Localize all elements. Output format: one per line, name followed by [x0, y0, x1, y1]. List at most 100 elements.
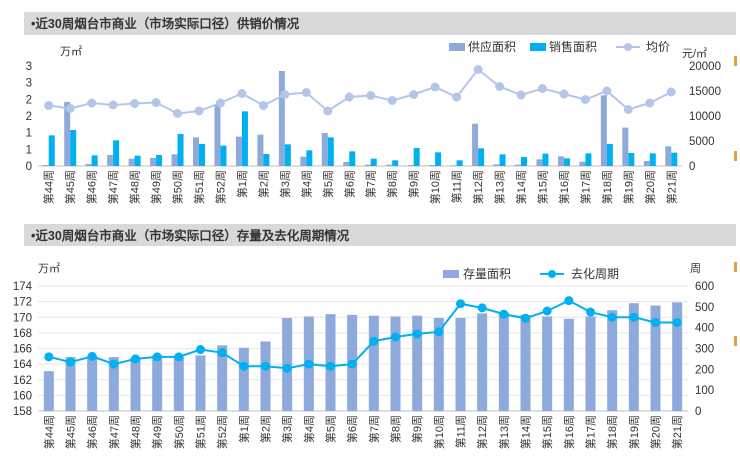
- x-tick-label: 第5周: [321, 170, 335, 198]
- bar-1-0: [493, 164, 500, 166]
- x-tick-label: 第21周: [664, 170, 678, 204]
- series-line-2: [48, 299, 678, 370]
- y-left-tick-label: 160: [13, 390, 32, 402]
- bar-1-0: [85, 164, 92, 166]
- bar-2-0: [238, 347, 249, 411]
- series-point-1: [409, 90, 419, 99]
- x-tick-label: 第48周: [128, 170, 142, 204]
- series-point-1: [602, 86, 612, 96]
- series-point-2: [369, 336, 379, 346]
- series-point-2: [87, 351, 97, 361]
- chart2-plot: 158 160 162 164 166 168 170 172 174 0 100 200 300 400…: [13, 281, 714, 449]
- x-tick-label: 第51周: [192, 170, 206, 204]
- chart1-right-unit: 元/㎡: [682, 47, 707, 60]
- series-point-2: [391, 332, 400, 342]
- x-tick-label: 第14周: [514, 170, 528, 204]
- bar-2-0: [520, 314, 531, 411]
- chart2-left-unit: 万㎡: [38, 262, 60, 275]
- bar-2-0: [585, 316, 596, 411]
- series-point-2: [152, 352, 162, 362]
- series-point-1: [666, 87, 676, 97]
- bar-2-0: [173, 357, 184, 411]
- bar-2-0: [65, 357, 76, 411]
- x-tick-label: 第8周: [385, 170, 399, 198]
- y-left-tick-label: 164: [13, 359, 33, 371]
- bar-1-1: [91, 155, 98, 166]
- x-tick-label: 第8周: [389, 415, 403, 443]
- bar-1-1: [199, 144, 205, 166]
- bar-1-1: [70, 130, 77, 166]
- legend-label-cycle: 去化周期: [571, 267, 619, 281]
- bar-2-0: [260, 341, 271, 411]
- legend-label-price: 均价: [646, 40, 670, 54]
- x-tick-label: 第21周: [670, 415, 684, 449]
- bar-1-0: [364, 164, 371, 166]
- bar-1-0: [257, 134, 264, 166]
- y-left-tick-label: 166: [13, 344, 32, 356]
- x-tick-label: 第1周: [237, 415, 251, 443]
- edge-marker: [734, 56, 737, 66]
- x-tick-label: 第13周: [497, 415, 511, 449]
- series-point-2: [564, 296, 574, 306]
- series-line-1: [48, 68, 672, 115]
- series-point-1: [237, 89, 247, 98]
- x-tick-label: 第45周: [64, 415, 78, 449]
- bar-1-0: [321, 133, 328, 166]
- chart2-title: •近30周烟台市商业（市场实际口径）存量及去化周期情况: [31, 228, 350, 243]
- x-tick-label: 第44周: [42, 415, 56, 449]
- bar-1-0: [193, 137, 199, 166]
- x-tick-label: 第46周: [85, 170, 99, 204]
- series-point-2: [239, 361, 249, 371]
- chart2-title-bar: [24, 224, 736, 246]
- bar-1-0: [278, 71, 285, 166]
- series-point-1: [516, 90, 526, 100]
- y-right-tick-label: 100: [695, 385, 714, 397]
- x-tick-label: 第7周: [367, 415, 381, 443]
- series-point-2: [477, 303, 487, 313]
- series-point-2: [326, 361, 335, 371]
- bar-1-0: [235, 136, 242, 166]
- series-point-2: [412, 329, 422, 339]
- x-tick-label: 第20周: [649, 415, 663, 449]
- series-point-2: [434, 327, 444, 337]
- y-left-tick-label: 162: [13, 375, 32, 387]
- bar-1-1: [177, 134, 184, 166]
- bar-1-1: [478, 148, 485, 166]
- bar-2-0: [368, 315, 379, 411]
- y-left-tick-label: 174: [13, 281, 33, 293]
- x-tick-label: 第2周: [256, 170, 270, 198]
- x-tick-label: 第3周: [280, 415, 294, 443]
- bar-2-0: [607, 310, 618, 411]
- series-point-2: [261, 361, 270, 371]
- series-point-2: [196, 345, 205, 355]
- bar-1-1: [327, 137, 334, 166]
- x-tick-label: 第17周: [584, 415, 598, 449]
- x-tick-label: 第10周: [428, 170, 442, 204]
- series-point-1: [430, 82, 440, 92]
- series-point-1: [366, 91, 376, 100]
- x-tick-label: 第18周: [600, 170, 614, 204]
- x-tick-label: 第47周: [107, 415, 121, 449]
- bar-1-0: [600, 95, 607, 166]
- series-point-1: [344, 92, 354, 102]
- y-left-tick-label: 158: [13, 406, 32, 418]
- x-tick-label: 第13周: [493, 170, 507, 204]
- series-point-2: [651, 317, 660, 327]
- bar-2-0: [108, 357, 119, 411]
- series-point-2: [521, 313, 530, 323]
- bar-1-1: [521, 157, 527, 166]
- y-right-tick-label: 15000: [689, 86, 721, 98]
- bar-2-0: [477, 313, 488, 411]
- series-point-2: [282, 363, 292, 373]
- x-tick-label: 第4周: [302, 415, 316, 443]
- x-tick-label: 第50周: [172, 415, 186, 449]
- bar-1-0: [42, 165, 49, 166]
- legend-marker-price: [624, 43, 632, 51]
- x-tick-label: 第52周: [213, 170, 227, 204]
- bar-1-0: [150, 158, 157, 166]
- bar-2-0: [87, 355, 98, 411]
- series-point-1: [108, 100, 118, 110]
- series-point-2: [672, 317, 682, 327]
- x-tick-label: 第51周: [194, 415, 208, 449]
- series-point-2: [456, 299, 465, 309]
